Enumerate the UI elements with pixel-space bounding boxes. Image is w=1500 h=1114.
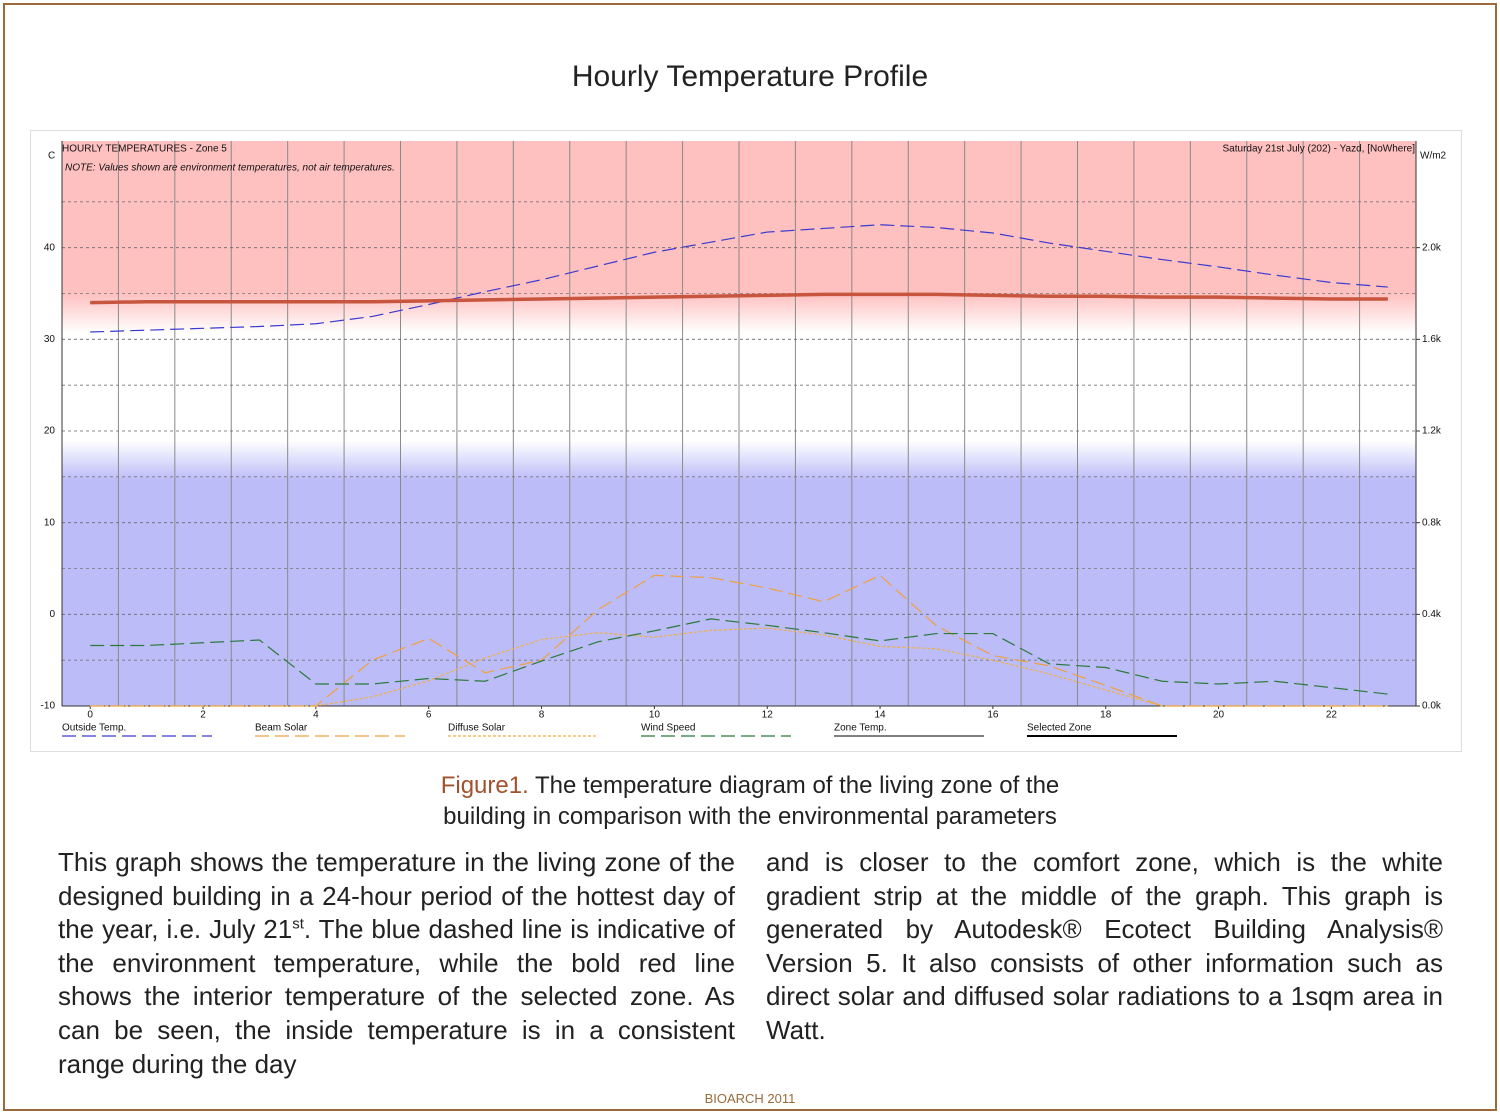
legend-label: Zone Temp.	[834, 723, 887, 734]
text: and is closer to the comfort zone, which…	[766, 847, 1443, 1045]
legend-label: Selected Zone	[1027, 723, 1092, 734]
x-tick-label: 6	[426, 710, 432, 721]
chart-title: HOURLY TEMPERATURES - Zone 5	[62, 144, 227, 155]
figure-caption: Figure1. The temperature diagram of the …	[0, 770, 1500, 832]
y2-tick-label: 1.2k	[1422, 426, 1442, 437]
legend-label: Outside Temp.	[62, 723, 126, 734]
text: . The blue dashed line is indicative of …	[58, 914, 735, 1079]
y-tick-label: 20	[44, 426, 56, 437]
y-axis-label: C	[48, 151, 55, 162]
legend-label: Wind Speed	[641, 723, 695, 734]
series-line	[90, 627, 1388, 707]
y2-tick-label: 0.0k	[1422, 701, 1442, 712]
chart-note: NOTE: Values shown are environment tempe…	[65, 163, 395, 174]
x-tick-label: 18	[1100, 710, 1112, 721]
superscript: st	[292, 915, 304, 933]
legend-label: Beam Solar	[255, 723, 308, 734]
legend-label: Diffuse Solar	[448, 723, 506, 734]
x-tick-label: 20	[1213, 710, 1225, 721]
x-tick-label: 2	[200, 710, 206, 721]
y2-tick-label: 0.4k	[1422, 609, 1442, 620]
y2-tick-label: 0.8k	[1422, 517, 1442, 528]
series-line	[90, 224, 1388, 333]
x-tick-label: 14	[874, 710, 886, 721]
paragraph: This graph shows the temperature in the …	[58, 846, 735, 1081]
y2-axis-label: W/m2	[1420, 151, 1447, 162]
footer: BIOARCH 2011	[704, 1091, 796, 1106]
chart-subtitle: Saturday 21st July (202) - Yazd, [NoWher…	[1223, 144, 1416, 155]
x-tick-label: 4	[313, 710, 319, 721]
y2-tick-label: 1.6k	[1422, 334, 1442, 345]
caption-line: The temperature diagram of the living zo…	[534, 772, 1060, 799]
x-tick-label: 0	[87, 710, 93, 721]
x-tick-label: 10	[649, 710, 661, 721]
series-line	[90, 618, 1388, 695]
y-tick-label: 0	[49, 609, 55, 620]
caption-line: building in comparison with the environm…	[443, 803, 1057, 830]
y-tick-label: -10	[41, 701, 56, 712]
y-tick-label: 10	[44, 517, 56, 528]
page-title: Hourly Temperature Profile	[571, 60, 929, 93]
y-tick-label: 30	[44, 334, 56, 345]
series-line	[90, 292, 1388, 305]
page-frame	[3, 3, 1497, 1111]
x-tick-label: 16	[987, 710, 999, 721]
y2-tick-label: 2.0k	[1422, 242, 1442, 253]
x-tick-label: 12	[762, 710, 774, 721]
caption-label: Figure1.	[440, 772, 529, 799]
x-tick-label: 8	[539, 710, 545, 721]
chart: -10 0 10 20 30 40 0.0k 0.4k 0.8k 1.2k 1.6k 2.0k 0 2 4 6…	[30, 130, 1462, 752]
text: This graph shows the temperature in the …	[58, 847, 735, 945]
y-tick-label: 40	[44, 242, 56, 253]
x-tick-label: 22	[1326, 710, 1338, 721]
paragraph: and is closer to the comfort zone, which…	[766, 846, 1443, 1048]
